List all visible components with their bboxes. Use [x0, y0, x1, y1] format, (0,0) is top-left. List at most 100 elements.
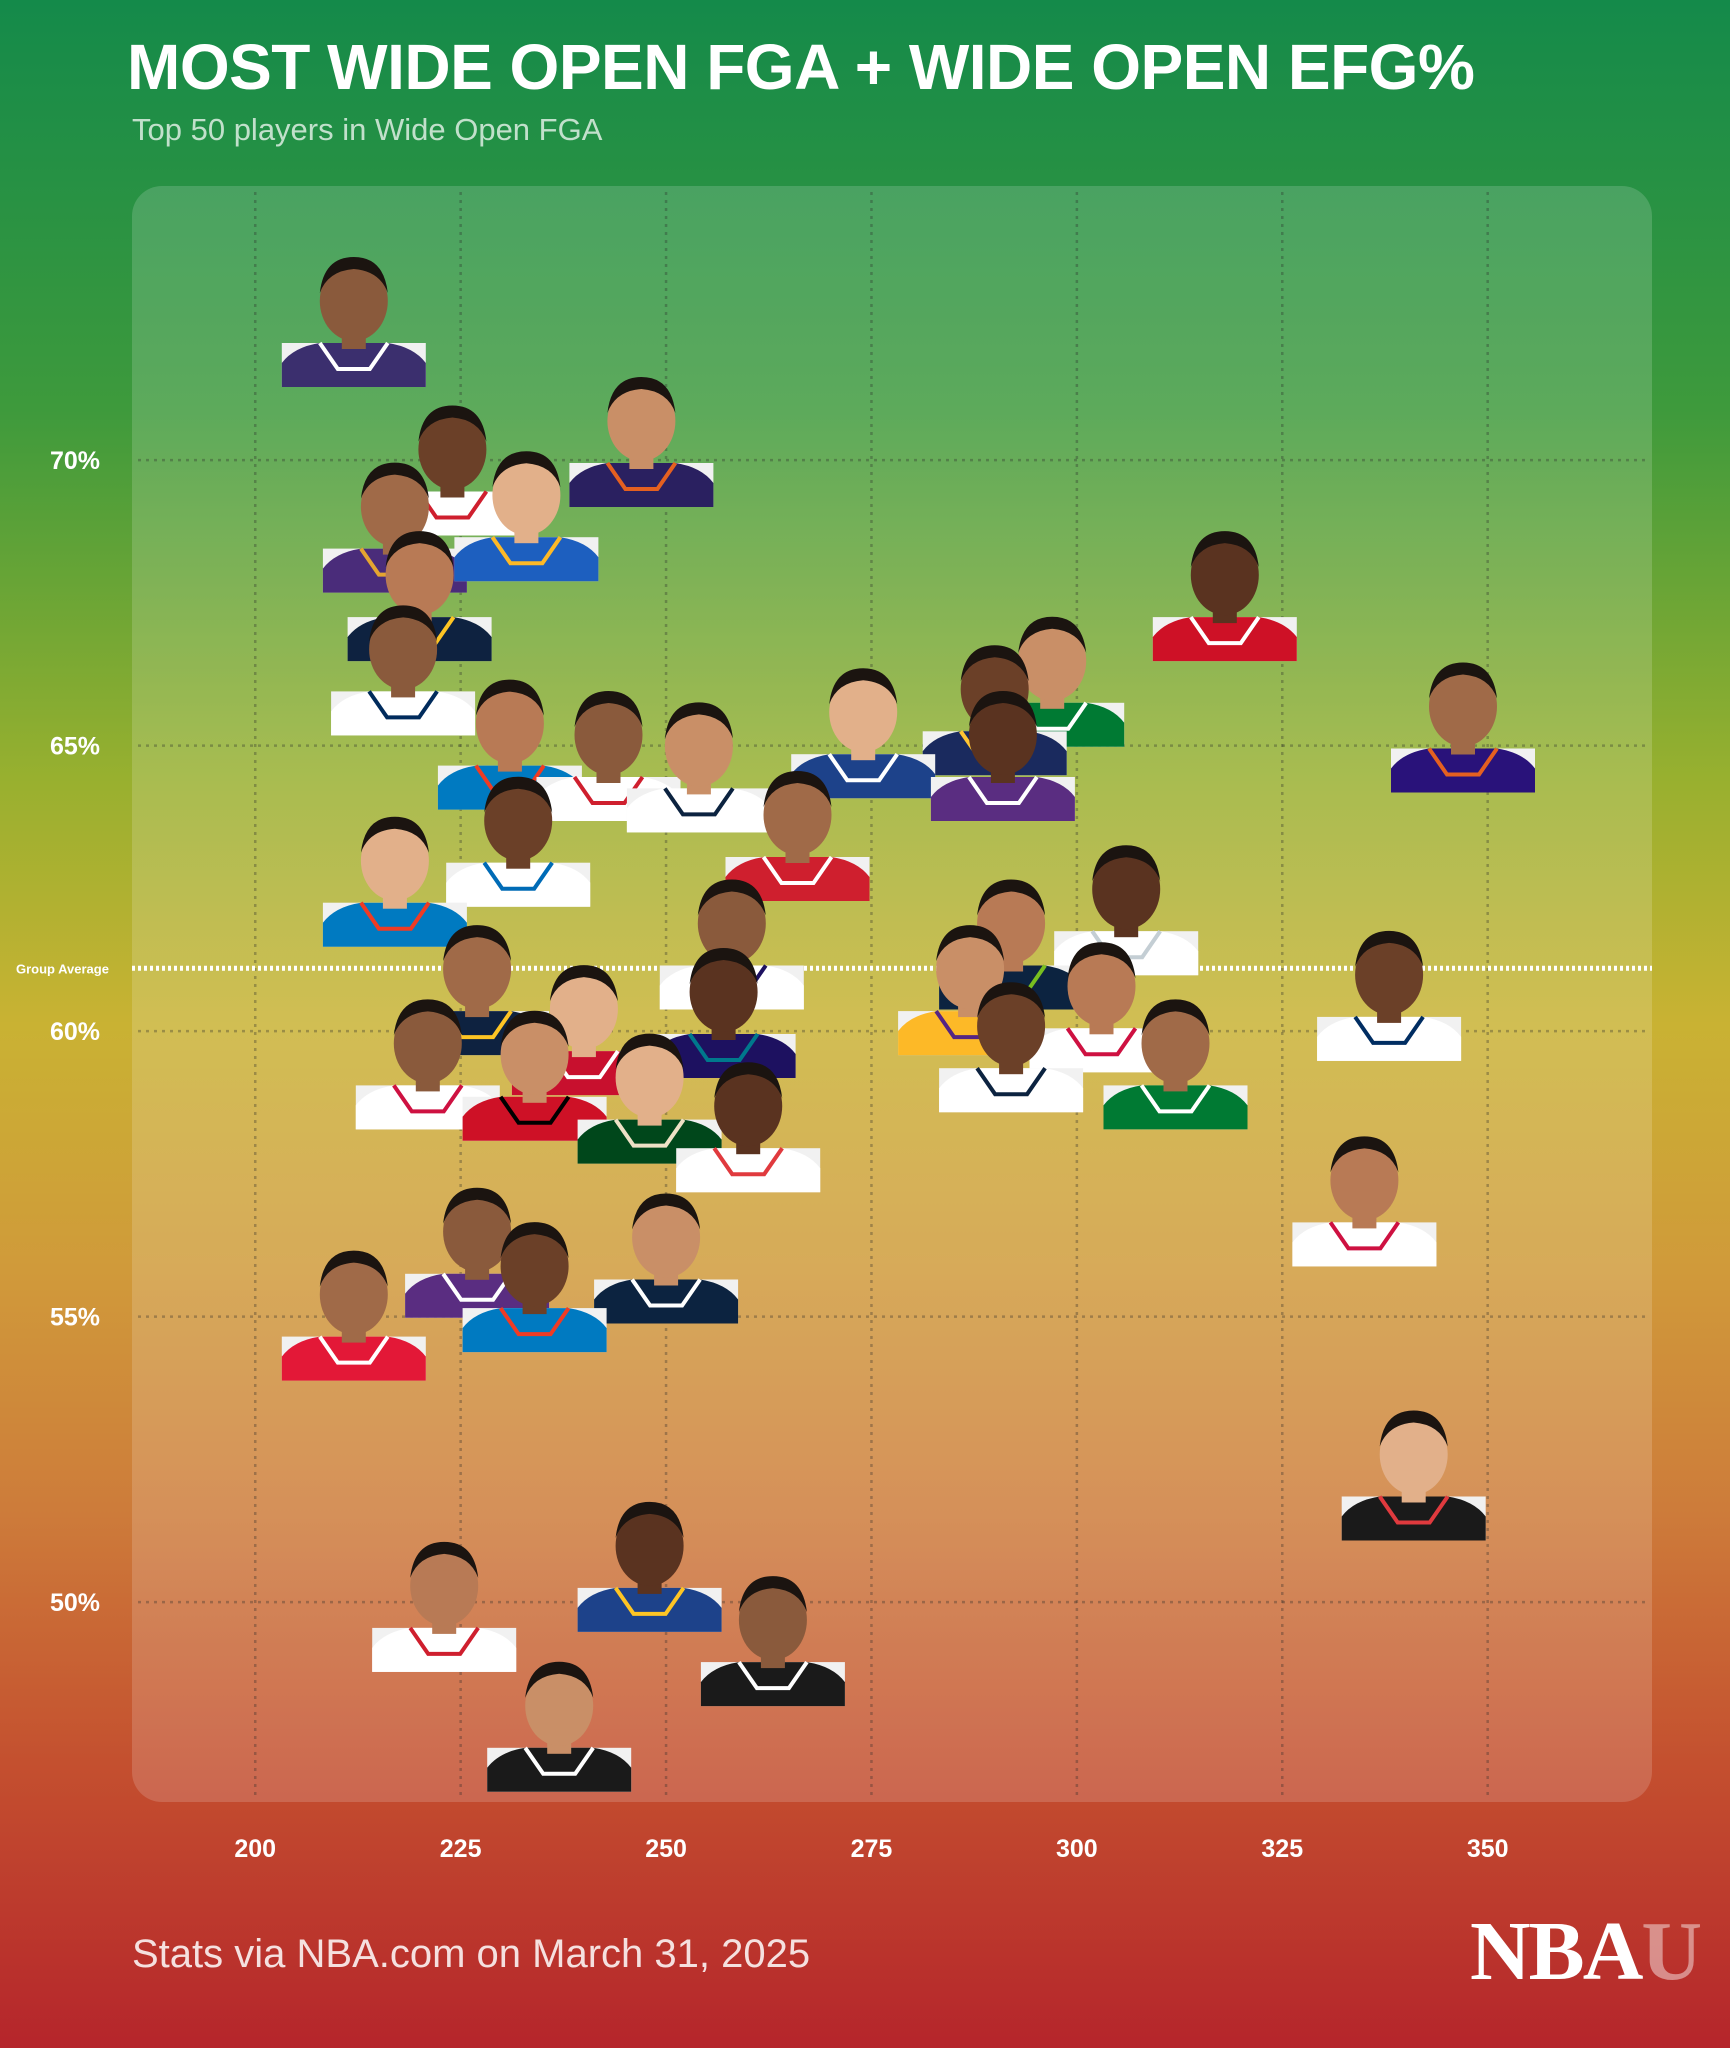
data-points	[281, 257, 1535, 1792]
hair	[525, 1661, 594, 1698]
hair	[977, 982, 1046, 1019]
jersey-trim	[630, 1278, 702, 1308]
jersey	[676, 1148, 821, 1193]
jersey-trim	[392, 1084, 464, 1114]
head	[500, 1014, 569, 1095]
hair	[484, 776, 553, 813]
player-point	[281, 257, 426, 387]
head	[484, 780, 553, 861]
hair	[360, 816, 429, 853]
hair	[960, 645, 1029, 682]
x-tick-label: 225	[440, 1835, 482, 1863]
player-point	[1103, 999, 1248, 1130]
jersey-trim	[1065, 1027, 1138, 1057]
x-tick-label: 250	[645, 1835, 687, 1863]
jersey-trim	[359, 901, 431, 931]
head	[1190, 535, 1259, 616]
hair	[319, 257, 388, 293]
player-point	[487, 1661, 632, 1792]
hair	[369, 605, 438, 642]
head	[689, 952, 758, 1032]
jersey	[626, 788, 771, 833]
head	[360, 820, 429, 901]
jersey-trim	[967, 775, 1039, 805]
y-tick-label: 55%	[50, 1304, 100, 1332]
jersey	[372, 1627, 517, 1672]
jersey	[700, 1662, 845, 1707]
player-point	[939, 982, 1084, 1113]
jersey-trim	[605, 461, 678, 491]
head	[574, 695, 643, 775]
hair	[393, 999, 462, 1036]
jersey	[1103, 1085, 1248, 1130]
x-tick-label: 300	[1056, 1835, 1098, 1863]
player-point	[594, 1193, 739, 1324]
chart-title: MOST WIDE OPEN FGA + WIDE OPEN EFG%	[127, 31, 1475, 103]
head	[763, 775, 832, 855]
head	[1355, 934, 1424, 1015]
head	[475, 683, 544, 764]
jersey	[1341, 1496, 1486, 1541]
player-point	[676, 1062, 821, 1193]
y-tick-label: 50%	[50, 1589, 100, 1617]
head	[968, 695, 1037, 775]
jersey	[331, 691, 476, 736]
head	[443, 1191, 512, 1272]
grid-lines	[138, 192, 1646, 1796]
group-average-label: Group Average	[16, 961, 109, 976]
hair	[492, 451, 561, 488]
head	[977, 986, 1046, 1067]
jersey-trim	[490, 536, 563, 566]
jersey-trim	[498, 1095, 571, 1125]
hair	[763, 771, 832, 807]
jersey	[454, 537, 599, 582]
hair	[1018, 616, 1087, 653]
jersey	[577, 1587, 722, 1632]
hair	[500, 1222, 569, 1259]
player-point	[462, 1222, 607, 1353]
jersey	[462, 1308, 607, 1353]
jersey	[1029, 1028, 1174, 1073]
head	[615, 1505, 684, 1586]
jersey-trim	[523, 1746, 595, 1776]
player-point	[462, 1010, 607, 1141]
player-point	[454, 451, 599, 582]
jersey-trim	[1353, 1015, 1425, 1045]
jersey	[725, 857, 870, 901]
player-point	[331, 605, 476, 736]
jersey	[1152, 617, 1297, 662]
player-point	[569, 377, 714, 507]
y-tick-label: 70%	[50, 447, 100, 475]
jersey	[791, 754, 936, 799]
jersey	[446, 862, 591, 907]
head	[936, 929, 1005, 1010]
hair	[1330, 1136, 1399, 1173]
head	[829, 672, 898, 753]
head	[1067, 946, 1136, 1027]
head	[632, 1197, 701, 1278]
jersey	[1317, 1016, 1462, 1061]
player-point	[1152, 531, 1297, 662]
jersey-trim	[613, 1118, 686, 1148]
hair	[977, 879, 1046, 916]
player-point	[626, 702, 771, 833]
jersey	[281, 343, 426, 387]
hair	[1141, 999, 1210, 1036]
head	[1429, 666, 1497, 747]
player-point	[1029, 942, 1174, 1073]
hair	[410, 1541, 479, 1578]
head	[615, 1037, 684, 1118]
jersey-trim	[482, 861, 554, 891]
hair	[689, 948, 758, 984]
jersey-trim	[1427, 747, 1499, 777]
jersey-trim	[367, 690, 439, 720]
head	[369, 609, 438, 690]
jersey-trim	[318, 1335, 390, 1365]
head	[443, 929, 512, 1010]
head	[319, 261, 388, 341]
jersey	[487, 1747, 632, 1792]
hair	[443, 1187, 512, 1224]
jersey	[569, 463, 714, 507]
jersey-trim	[1378, 1495, 1450, 1525]
